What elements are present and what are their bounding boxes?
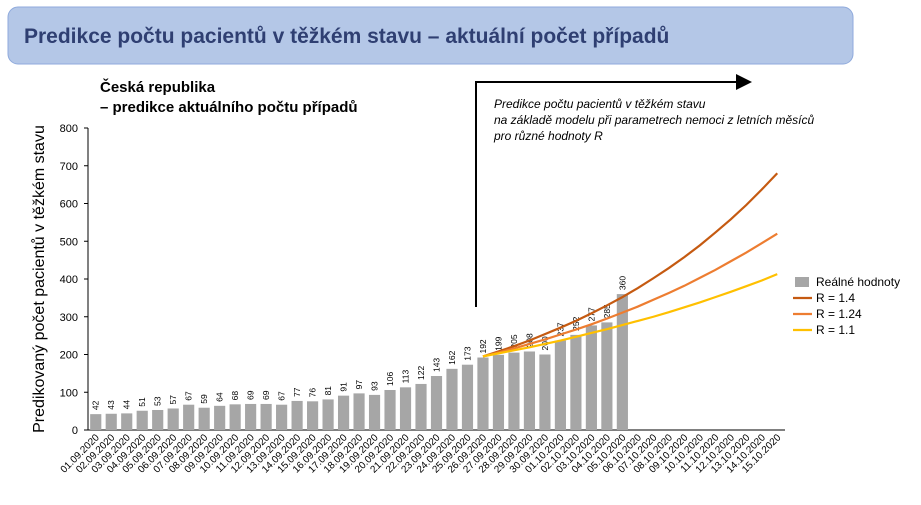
bar — [136, 410, 148, 430]
y-tick-label: 500 — [60, 236, 78, 248]
bar — [415, 383, 427, 430]
bar — [446, 368, 458, 430]
data-label: 237 — [555, 322, 565, 336]
data-label: 69 — [261, 390, 271, 400]
annotation-arrow — [475, 74, 752, 307]
data-label: 199 — [493, 336, 503, 350]
bar — [90, 414, 102, 430]
data-label: 68 — [230, 391, 240, 401]
data-label: 97 — [354, 380, 364, 390]
bar — [585, 325, 597, 430]
bar — [399, 387, 412, 430]
data-label: 69 — [246, 390, 256, 400]
data-label: 67 — [184, 391, 194, 401]
bar — [152, 409, 164, 430]
legend-label: R = 1.4 — [816, 291, 855, 305]
bar — [291, 400, 303, 430]
data-label: 67 — [277, 391, 287, 401]
data-label: 77 — [292, 387, 302, 397]
bar — [492, 354, 505, 430]
bar — [121, 413, 133, 430]
bar — [229, 404, 241, 430]
bar — [616, 294, 628, 430]
y-tick-label: 200 — [60, 350, 78, 362]
y-tick-label: 0 — [72, 425, 78, 437]
bar — [554, 340, 566, 430]
header-title: Predikce počtu pacientů v těžkém stavu –… — [24, 25, 669, 48]
bar — [601, 322, 613, 430]
data-label: 360 — [617, 276, 627, 290]
annotation: na základě modelu při parametrech nemoci… — [494, 113, 814, 127]
bar — [307, 401, 319, 430]
data-label: 51 — [137, 397, 147, 407]
legend-label: R = 1.24 — [816, 307, 862, 321]
data-label: 173 — [462, 346, 472, 360]
line — [482, 232, 778, 358]
bar — [570, 334, 582, 430]
chart-subtitle: Česká republika — [100, 78, 216, 96]
data-label: 43 — [106, 400, 116, 410]
bar — [508, 352, 520, 430]
bar — [260, 403, 272, 430]
data-label: 252 — [571, 316, 581, 330]
y-tick-label: 100 — [60, 387, 78, 399]
bar — [353, 393, 365, 430]
bar — [477, 357, 489, 430]
data-label: 143 — [432, 358, 442, 372]
data-label: 122 — [416, 365, 426, 379]
bar — [198, 407, 210, 430]
data-label: 93 — [370, 381, 380, 391]
bar — [183, 404, 195, 430]
annotation: Predikce počtu pacientů v těžkém stavu — [494, 97, 706, 111]
bar — [167, 408, 179, 430]
data-label: 162 — [447, 350, 457, 364]
data-label: 44 — [122, 400, 132, 410]
bar — [105, 413, 117, 430]
data-label: 76 — [308, 388, 318, 398]
bar — [368, 394, 381, 430]
data-label: 106 — [385, 372, 395, 386]
line — [482, 172, 779, 358]
data-label: 91 — [339, 382, 349, 392]
line — [482, 273, 778, 358]
annotation: pro různé hodnoty R — [493, 129, 603, 143]
legend-swatch — [795, 277, 809, 287]
y-tick-label: 400 — [60, 274, 78, 286]
y-tick-label: 600 — [60, 199, 78, 211]
bar — [337, 395, 350, 430]
header-box — [7, 6, 854, 65]
bar — [539, 354, 551, 430]
data-label: 81 — [323, 386, 333, 396]
data-label: 59 — [199, 394, 209, 404]
data-label: 205 — [509, 334, 519, 348]
y-axis-label: Predikovaný počet pacientů v těžkém stav… — [30, 125, 48, 433]
bar — [430, 376, 443, 430]
bar — [276, 404, 288, 430]
y-tick-label: 300 — [60, 312, 78, 324]
data-label: 42 — [91, 400, 101, 410]
y-tick-label: 700 — [60, 161, 78, 173]
bar — [523, 351, 536, 430]
data-label: 285 — [602, 304, 612, 318]
chart-subtitle: – predikce aktuálního počtu případů — [100, 99, 358, 116]
bar — [214, 405, 226, 430]
data-label: 192 — [478, 339, 488, 353]
data-label: 113 — [401, 370, 411, 384]
bar — [322, 399, 334, 430]
data-label: 57 — [168, 395, 178, 405]
y-tick-label: 800 — [60, 123, 78, 135]
data-label: 53 — [153, 396, 163, 406]
data-label: 64 — [215, 392, 225, 402]
bar — [245, 403, 257, 430]
bar — [461, 364, 474, 430]
legend-label: R = 1.1 — [816, 323, 855, 337]
bar — [384, 389, 396, 430]
legend-label: Reálné hodnoty — [816, 275, 900, 289]
